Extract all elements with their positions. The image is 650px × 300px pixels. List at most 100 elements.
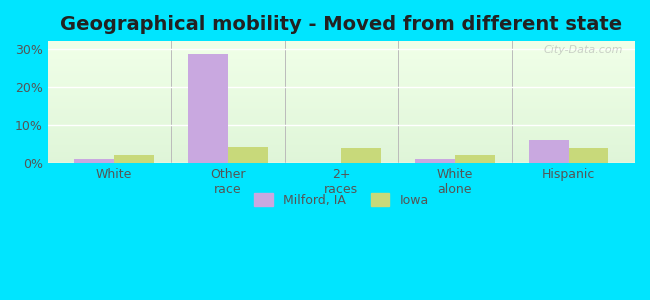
Bar xyxy=(47,64,635,65)
Bar xyxy=(47,65,635,66)
Bar xyxy=(47,149,635,150)
Bar xyxy=(47,102,635,103)
Bar xyxy=(47,63,635,64)
Bar xyxy=(47,110,635,111)
Bar xyxy=(47,104,635,105)
Bar xyxy=(47,58,635,59)
Bar xyxy=(47,133,635,134)
Bar xyxy=(47,70,635,71)
Bar xyxy=(47,107,635,108)
Bar xyxy=(47,50,635,51)
Bar xyxy=(47,48,635,49)
Bar xyxy=(47,74,635,75)
Bar xyxy=(47,90,635,91)
Title: Geographical mobility - Moved from different state: Geographical mobility - Moved from diffe… xyxy=(60,15,623,34)
Bar xyxy=(47,71,635,72)
Bar xyxy=(47,136,635,137)
Bar xyxy=(47,159,635,160)
Bar xyxy=(47,99,635,100)
Bar xyxy=(47,92,635,93)
Bar xyxy=(47,96,635,97)
Bar xyxy=(47,84,635,85)
Bar xyxy=(47,108,635,109)
Bar xyxy=(47,73,635,74)
Bar xyxy=(75,160,114,163)
Bar xyxy=(47,147,635,148)
Bar xyxy=(47,153,635,154)
Bar xyxy=(47,83,635,84)
Bar xyxy=(47,145,635,146)
Bar xyxy=(47,66,635,67)
Bar xyxy=(47,57,635,58)
Bar xyxy=(47,124,635,125)
Bar xyxy=(47,43,635,44)
Bar xyxy=(47,98,635,99)
Bar xyxy=(47,119,635,120)
Bar xyxy=(47,54,635,55)
Bar xyxy=(47,56,635,57)
Bar xyxy=(529,140,569,163)
Bar xyxy=(47,154,635,155)
Bar xyxy=(47,62,635,63)
Bar xyxy=(341,148,381,163)
Bar xyxy=(47,51,635,52)
Bar xyxy=(47,106,635,107)
Bar xyxy=(47,87,635,88)
Bar xyxy=(47,120,635,121)
Bar xyxy=(47,123,635,124)
Bar xyxy=(227,147,268,163)
Bar xyxy=(47,151,635,152)
Bar xyxy=(415,160,455,163)
Bar xyxy=(47,72,635,73)
Bar xyxy=(47,125,635,126)
Bar xyxy=(47,55,635,56)
Bar xyxy=(47,76,635,77)
Bar xyxy=(47,59,635,60)
Bar xyxy=(188,55,228,163)
Bar xyxy=(47,88,635,89)
Bar xyxy=(47,121,635,122)
Bar xyxy=(455,155,495,163)
Bar xyxy=(47,46,635,47)
Bar xyxy=(47,95,635,96)
Bar xyxy=(47,146,635,147)
Bar xyxy=(47,105,635,106)
Bar xyxy=(47,67,635,68)
Bar xyxy=(47,77,635,78)
Bar xyxy=(47,132,635,133)
Bar xyxy=(47,111,635,112)
Bar xyxy=(47,80,635,81)
Bar xyxy=(47,78,635,79)
Bar xyxy=(47,81,635,82)
Bar xyxy=(47,53,635,54)
Bar xyxy=(47,130,635,131)
Bar xyxy=(47,49,635,50)
Bar xyxy=(47,60,635,61)
Bar xyxy=(114,155,154,163)
Bar xyxy=(47,143,635,144)
Bar xyxy=(47,113,635,114)
Bar xyxy=(47,68,635,69)
Bar xyxy=(47,144,635,145)
Bar xyxy=(47,158,635,159)
Bar xyxy=(47,142,635,143)
Bar xyxy=(47,112,635,113)
Bar xyxy=(47,122,635,123)
Bar xyxy=(47,97,635,98)
Bar xyxy=(47,141,635,142)
Bar xyxy=(47,103,635,104)
Bar xyxy=(47,116,635,117)
Bar xyxy=(47,47,635,48)
Bar xyxy=(47,152,635,153)
Bar xyxy=(569,148,608,163)
Bar xyxy=(47,101,635,102)
Bar xyxy=(47,134,635,135)
Bar xyxy=(47,114,635,115)
Bar xyxy=(47,42,635,43)
Legend: Milford, IA, Iowa: Milford, IA, Iowa xyxy=(249,188,434,212)
Bar xyxy=(47,44,635,45)
Bar xyxy=(47,117,635,118)
Bar xyxy=(47,109,635,110)
Bar xyxy=(47,100,635,101)
Bar xyxy=(47,79,635,80)
